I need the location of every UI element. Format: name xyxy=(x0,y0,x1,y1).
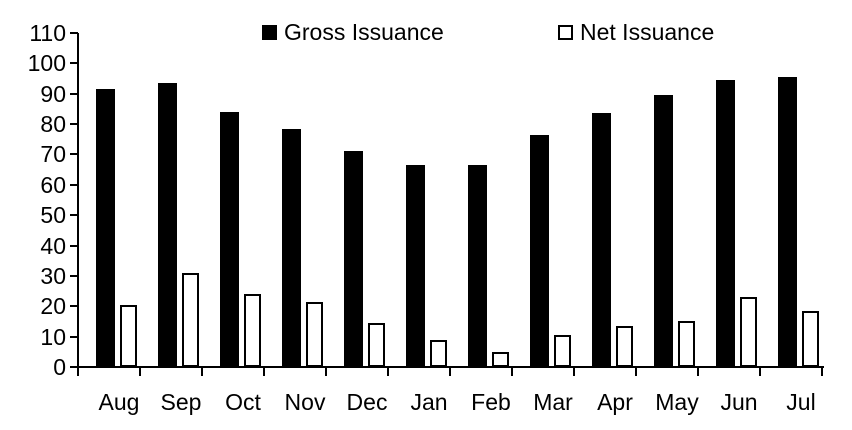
gross-issuance-bar-feb xyxy=(468,165,487,367)
net-issuance-bar-may xyxy=(678,321,695,367)
gross-issuance-bar-jul xyxy=(778,77,797,367)
y-axis-tick xyxy=(70,123,78,126)
x-tick-label-mar: Mar xyxy=(533,389,573,415)
y-tick-label: 20 xyxy=(40,293,66,320)
gross-issuance-bar-oct xyxy=(220,112,239,367)
x-tick-label-jan: Jan xyxy=(410,389,448,415)
y-axis-tick xyxy=(70,92,78,95)
gross-issuance-bar-nov xyxy=(282,129,301,367)
y-tick-label: 50 xyxy=(40,202,66,229)
x-axis-tick xyxy=(263,367,265,376)
y-tick-label: 40 xyxy=(40,232,66,259)
x-axis-tick xyxy=(635,367,637,376)
net-issuance-bar-jan xyxy=(430,340,447,367)
y-axis-tick xyxy=(70,153,78,156)
x-tick-label-apr: Apr xyxy=(597,389,633,415)
y-tick-label: 80 xyxy=(40,111,66,138)
x-axis-tick xyxy=(325,367,327,376)
y-axis-tick xyxy=(70,305,78,308)
y-axis-tick xyxy=(70,335,78,338)
net-issuance-bar-dec xyxy=(368,323,385,367)
x-tick-label-jul: Jul xyxy=(786,389,816,415)
y-axis-tick xyxy=(70,274,78,277)
x-tick-label-feb: Feb xyxy=(471,389,511,415)
legend-item-gross-issuance: Gross Issuance xyxy=(262,18,444,45)
gross-issuance-bar-aug xyxy=(96,89,115,367)
y-tick-label: 100 xyxy=(27,50,66,77)
gross-issuance-bar-mar xyxy=(530,135,549,367)
y-tick-label: 90 xyxy=(40,80,66,107)
x-axis-tick xyxy=(697,367,699,376)
y-axis-tick xyxy=(70,244,78,247)
net-issuance-bar-jun xyxy=(740,297,757,367)
x-tick-label-sep: Sep xyxy=(160,389,202,415)
net-issuance-legend-label: Net Issuance xyxy=(580,18,715,45)
x-axis-tick xyxy=(759,367,761,376)
net-issuance-bar-jul xyxy=(802,311,819,367)
x-axis-tick xyxy=(449,367,451,376)
gross-issuance-bar-jan xyxy=(406,165,425,367)
y-axis-tick xyxy=(70,62,78,65)
x-tick-label-oct: Oct xyxy=(225,389,261,415)
x-axis-tick xyxy=(573,367,575,376)
y-axis-tick xyxy=(70,366,78,368)
y-tick-label: 110 xyxy=(29,20,66,46)
net-issuance-bar-oct xyxy=(244,294,261,367)
y-axis xyxy=(77,33,79,369)
gross-issuance-bar-jun xyxy=(716,80,735,367)
net-issuance-bar-sep xyxy=(182,273,199,367)
x-tick-label-dec: Dec xyxy=(346,389,388,415)
x-tick-label-may: May xyxy=(655,389,699,415)
x-axis-tick xyxy=(387,367,389,376)
gross-issuance-swatch-icon xyxy=(262,24,277,40)
x-axis-tick xyxy=(139,367,141,376)
net-issuance-swatch-icon xyxy=(558,24,573,40)
gross-issuance-bar-may xyxy=(654,95,673,367)
x-axis-tick xyxy=(821,367,823,376)
x-axis-tick xyxy=(511,367,513,376)
y-tick-label: 60 xyxy=(40,171,66,198)
y-axis-tick xyxy=(70,32,78,34)
net-issuance-bar-mar xyxy=(554,335,571,367)
x-tick-label-nov: Nov xyxy=(284,389,326,415)
y-tick-label: 70 xyxy=(40,141,66,168)
gross-issuance-bar-dec xyxy=(344,151,363,367)
x-axis-tick xyxy=(201,367,203,376)
net-issuance-bar-apr xyxy=(616,326,633,367)
y-tick-label: 10 xyxy=(40,323,66,350)
gross-issuance-bar-sep xyxy=(158,83,177,367)
net-issuance-bar-aug xyxy=(120,305,137,367)
y-tick-label: 30 xyxy=(40,262,66,289)
x-tick-label-jun: Jun xyxy=(720,389,758,415)
gross-issuance-bar-apr xyxy=(592,113,611,367)
y-tick-label: 0 xyxy=(53,354,66,380)
net-issuance-bar-feb xyxy=(492,352,509,367)
net-issuance-bar-nov xyxy=(306,302,323,367)
y-axis-tick xyxy=(70,183,78,186)
x-tick-label-aug: Aug xyxy=(98,389,140,415)
legend-item-net-issuance: Net Issuance xyxy=(558,18,715,45)
x-axis-tick xyxy=(77,367,79,376)
y-axis-tick xyxy=(70,214,78,217)
gross-issuance-legend-label: Gross Issuance xyxy=(284,18,444,45)
